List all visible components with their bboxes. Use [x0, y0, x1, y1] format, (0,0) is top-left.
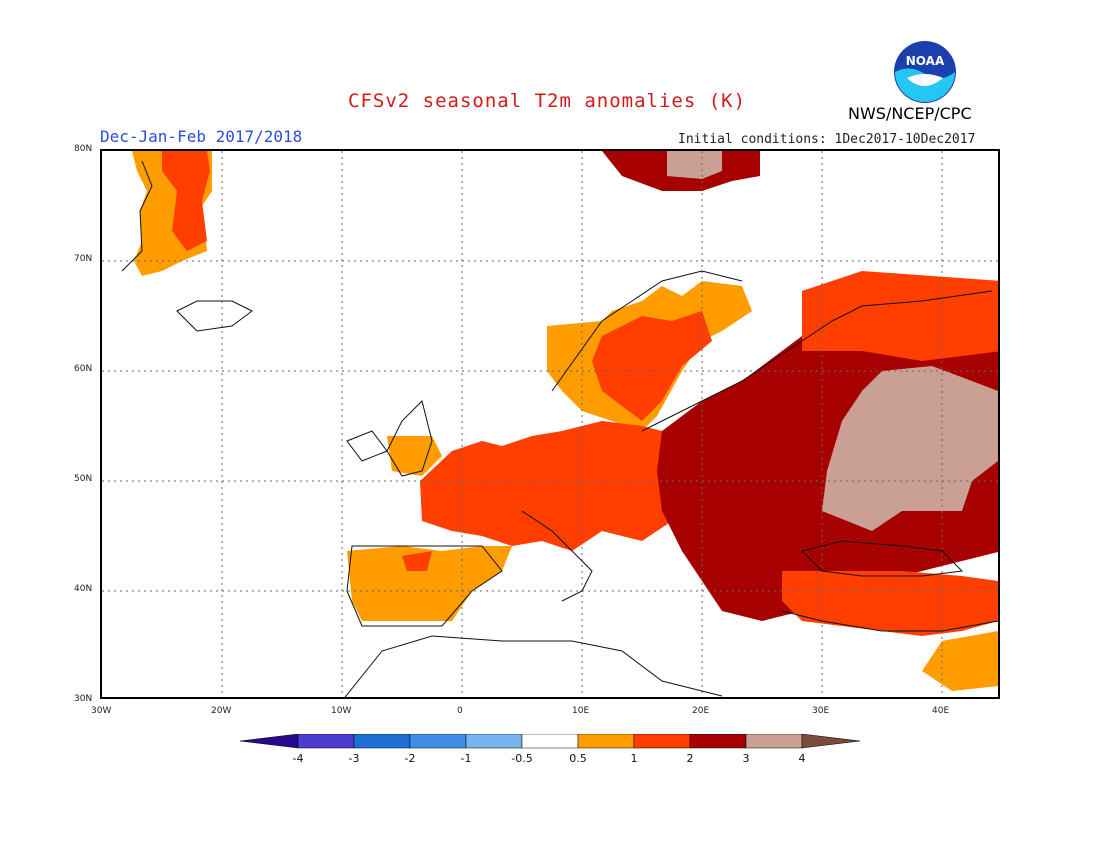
- lat-label-70n: 70N: [74, 254, 93, 264]
- map-canvas: [102, 151, 998, 697]
- noaa-logo-icon: NOAA: [894, 41, 956, 103]
- colorbar-label: -4: [292, 752, 304, 765]
- lat-label-80n: 80N: [74, 144, 93, 154]
- colorbar-label: 3: [742, 752, 750, 765]
- forecast-period: Dec-Jan-Feb 2017/2018: [100, 127, 303, 146]
- lat-label-40n: 40N: [74, 584, 93, 594]
- lon-label-20w: 20W: [211, 706, 232, 716]
- colorbar-label: 2: [686, 752, 694, 765]
- colorbar-label: -1: [460, 752, 472, 765]
- color-bar-bin: [409, 734, 467, 749]
- lat-label-60n: 60N: [74, 364, 93, 374]
- coastlines: [121, 160, 998, 697]
- anomaly-shading: [132, 151, 998, 691]
- color-bar-bin: [297, 734, 355, 749]
- color-bar-bin: [633, 734, 691, 749]
- lon-label-20e: 20E: [692, 706, 710, 716]
- colorbar-label: -3: [348, 752, 360, 765]
- color-bar-bin: [689, 734, 747, 749]
- lon-label-30e: 30E: [812, 706, 830, 716]
- initial-conditions: Initial conditions: 1Dec2017-10Dec2017: [678, 132, 976, 147]
- color-bar-bin: [521, 734, 579, 749]
- lat-label-30n: 30N: [74, 694, 93, 704]
- lon-label-30w: 30W: [91, 706, 112, 716]
- color-bar-bin: [745, 734, 803, 749]
- color-scale-bar: [240, 734, 860, 749]
- lon-label-10e: 10E: [572, 706, 590, 716]
- colorbar-label: 0.5: [569, 752, 587, 765]
- color-bar-bin: [465, 734, 523, 749]
- colorbar-label: -2: [404, 752, 416, 765]
- color-bar-bin: [353, 734, 411, 749]
- color-bar-arrow-low: [240, 734, 299, 749]
- colorbar-label: 4: [798, 752, 806, 765]
- color-bar-arrow-high: [801, 734, 860, 749]
- lat-label-50n: 50N: [74, 474, 93, 484]
- anomaly-map: [100, 149, 1000, 699]
- color-bar-bin: [577, 734, 635, 749]
- map-title: CFSv2 seasonal T2m anomalies (K): [348, 90, 747, 112]
- logo-text: NOAA: [906, 54, 945, 68]
- lon-label-40e: 40E: [932, 706, 950, 716]
- lon-label-10w: 10W: [331, 706, 352, 716]
- colorbar-label: 1: [630, 752, 638, 765]
- colorbar-label: -0.5: [511, 752, 533, 765]
- lon-label-0: 0: [457, 706, 463, 716]
- lat-lon-grid: [102, 151, 998, 697]
- agency-label: NWS/NCEP/CPC: [848, 104, 972, 123]
